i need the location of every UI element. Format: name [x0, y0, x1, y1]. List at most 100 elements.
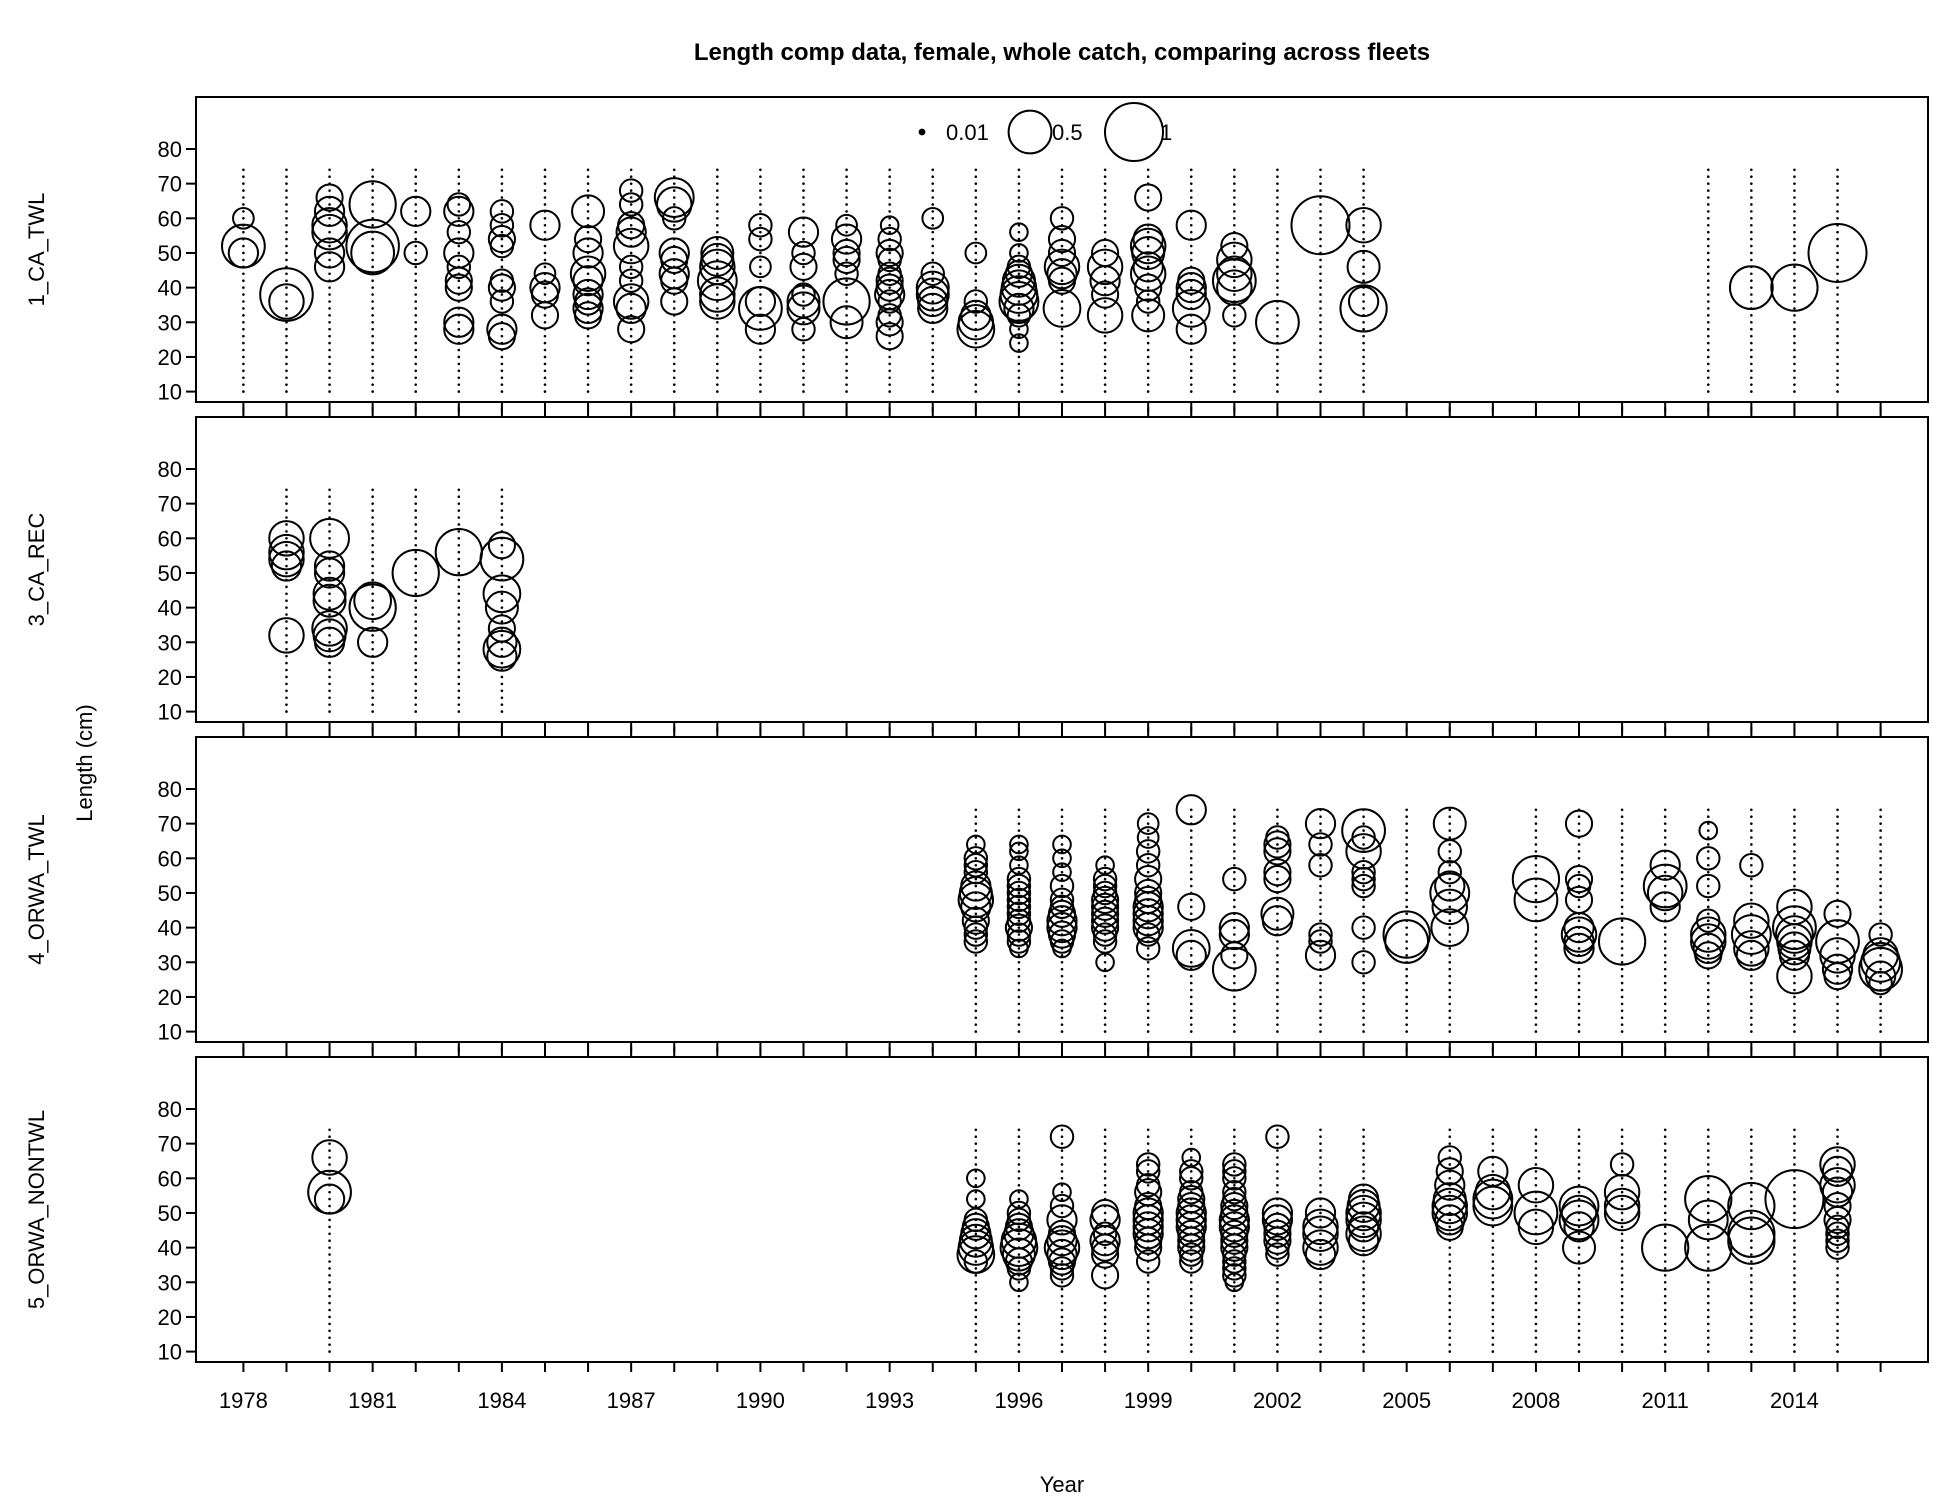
bin-dot	[1706, 1232, 1710, 1236]
data-bubble	[1304, 1238, 1337, 1271]
bin-dot	[1706, 223, 1710, 227]
bin-dot	[1793, 863, 1796, 867]
data-bubble	[1684, 1174, 1733, 1224]
bin-dot	[285, 203, 288, 206]
bin-dot	[802, 286, 805, 289]
bin-dot	[1836, 341, 1839, 345]
bin-dot	[1233, 1308, 1236, 1312]
bin-dot	[586, 175, 590, 179]
bin-dot	[500, 237, 504, 241]
bin-dot	[1750, 1232, 1753, 1236]
bin-dot	[1534, 1350, 1538, 1353]
bin-dot	[457, 585, 461, 589]
data-bubble	[1177, 1219, 1206, 1248]
bin-dot	[1750, 341, 1753, 345]
bin-dot	[1103, 947, 1107, 950]
bin-dot	[672, 355, 676, 359]
bin-dot	[1103, 341, 1107, 345]
bin-dot	[1750, 843, 1753, 846]
bin-dot	[1017, 1329, 1021, 1333]
bin-dot	[1663, 1128, 1667, 1132]
bin-dot	[1706, 808, 1710, 812]
data-bubble	[1302, 1215, 1339, 1253]
bin-dot	[1663, 884, 1667, 888]
bin-dot	[586, 348, 590, 352]
bin-dot	[1233, 1002, 1236, 1006]
bin-dot	[845, 168, 848, 172]
bin-dot	[328, 300, 331, 303]
bin-dot	[1534, 815, 1538, 819]
bin-dot	[1577, 1287, 1581, 1291]
bin-dot	[1706, 905, 1710, 909]
bin-dot	[285, 300, 288, 303]
bin-dot	[543, 390, 547, 393]
bin-dot	[414, 509, 418, 512]
bin-dot	[1793, 995, 1796, 999]
bin-dot	[1836, 348, 1839, 352]
bin-dot	[1750, 175, 1753, 179]
bin-dot	[1534, 1156, 1538, 1159]
data-bubble	[1049, 1193, 1075, 1219]
bin-dot	[1189, 947, 1193, 950]
bin-dot	[888, 196, 891, 199]
data-bubble	[1179, 1159, 1204, 1184]
bin-dot	[1620, 1253, 1624, 1256]
bin-dot	[1706, 1343, 1710, 1346]
bin-dot	[1233, 196, 1236, 199]
bin-dot	[974, 258, 978, 262]
bin-dot	[1750, 1218, 1753, 1222]
bin-dot	[974, 1336, 978, 1340]
bin-dot	[1620, 1225, 1624, 1229]
bin-dot	[1276, 244, 1279, 248]
bin-dot	[1534, 1211, 1538, 1215]
bin-dot	[1017, 355, 1021, 359]
bin-dot	[1362, 988, 1365, 992]
bin-dot	[1706, 1135, 1710, 1139]
bin-dot	[1319, 272, 1322, 276]
bin-dot	[414, 390, 418, 393]
bin-dot	[1017, 829, 1021, 832]
bin-dot	[1362, 884, 1365, 888]
data-bubble	[1046, 1204, 1078, 1236]
bin-dot	[1836, 850, 1839, 853]
x-tick-label: 1978	[219, 1388, 268, 1413]
bin-dot	[328, 1163, 331, 1166]
bin-dot	[1362, 1350, 1365, 1353]
data-bubble	[530, 301, 560, 330]
bin-dot	[1448, 967, 1452, 971]
bin-dot	[672, 390, 676, 393]
bin-dot	[285, 189, 288, 192]
bin-dot	[1706, 1016, 1710, 1020]
bin-dot	[1146, 857, 1150, 860]
data-bubble	[1052, 862, 1072, 882]
bin-dot	[1319, 815, 1322, 819]
bin-dot	[414, 495, 418, 499]
bin-dot	[1276, 808, 1279, 812]
data-bubble	[312, 618, 347, 653]
bin-dot	[1405, 988, 1408, 992]
bin-dot	[1189, 1023, 1193, 1026]
bin-dot	[1103, 815, 1107, 819]
bin-dot	[1103, 1301, 1107, 1305]
bin-dot	[1189, 223, 1193, 227]
bin-dot	[1793, 293, 1796, 296]
x-tick-label: 1981	[348, 1388, 397, 1413]
data-bubble	[1006, 880, 1032, 906]
bin-dot	[1793, 244, 1796, 248]
bin-dot	[629, 327, 633, 331]
bin-dot	[759, 237, 762, 241]
bin-dot	[1233, 237, 1236, 241]
bin-dot	[1017, 1308, 1021, 1312]
legend-marker	[1007, 109, 1053, 155]
bin-dot	[328, 1336, 331, 1340]
data-bubble	[612, 227, 650, 265]
bin-dot	[1663, 1343, 1667, 1346]
bin-dot	[1663, 1246, 1667, 1249]
bin-dot	[1491, 1197, 1495, 1201]
bin-dot	[543, 265, 547, 269]
bin-dot	[1276, 314, 1279, 317]
bin-dot	[500, 516, 504, 519]
bin-dot	[1836, 1260, 1839, 1263]
bin-dot	[457, 661, 461, 665]
bin-dot	[1577, 1253, 1581, 1256]
